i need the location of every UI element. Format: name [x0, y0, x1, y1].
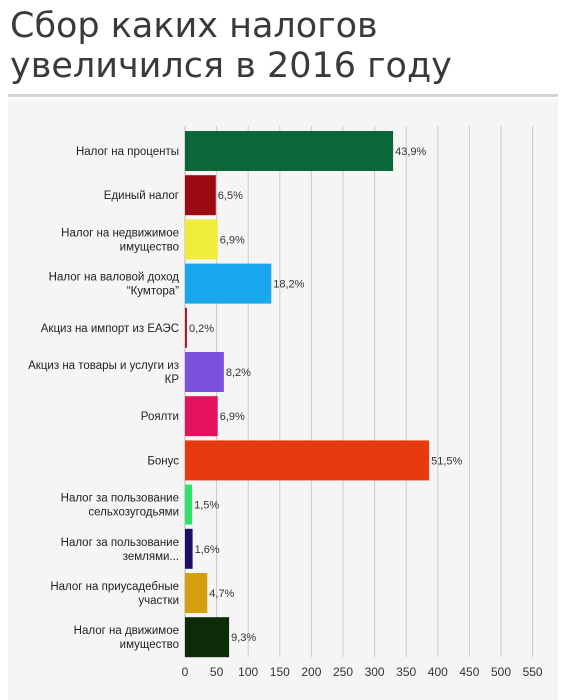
category-label: Налог на приусадебные [50, 581, 179, 593]
data-label: 1,6% [195, 544, 220, 556]
category-label: Налог на валовой доход [49, 272, 180, 284]
data-label: 8,2% [226, 367, 251, 379]
bar [185, 484, 193, 525]
category-label: сельхозугодьями [88, 507, 179, 519]
category-label: имущество [120, 639, 179, 651]
category-label: Акциз на товары и услуги из [28, 360, 179, 372]
x-tick-label: 50 [210, 665, 224, 679]
category-label: Акциз на импорт из ЕАЭС [41, 323, 179, 335]
bar [185, 263, 272, 304]
x-tick-label: 200 [301, 665, 321, 679]
x-tick-label: 250 [333, 665, 353, 679]
category-label: Роялти [141, 411, 179, 423]
category-label: участки [138, 595, 179, 607]
data-label: 1,5% [194, 500, 219, 512]
bar [185, 219, 218, 260]
chart-panel: 0 50 100 150 200 250 300 350 400 450 500 550 Налог н… [8, 99, 558, 700]
bar [185, 131, 394, 171]
category-label: имущество [120, 241, 179, 253]
category-label: Налог за пользование [61, 537, 179, 549]
data-label: 51,5% [431, 455, 462, 467]
bar [185, 617, 230, 658]
category-label: Единый налог [104, 190, 179, 202]
x-tick-label: 0 [182, 665, 189, 679]
data-label: 6,5% [218, 190, 243, 202]
data-label: 43,9% [395, 146, 426, 158]
bar [185, 307, 187, 348]
bar [185, 396, 218, 437]
category-label: Налог за пользование [61, 493, 179, 505]
bar [185, 352, 224, 392]
header: Сбор каких налогов увеличился в 2016 год… [0, 0, 564, 97]
data-label: 9,3% [231, 632, 256, 644]
data-label: 6,9% [220, 234, 245, 246]
bar-chart: 0 50 100 150 200 250 300 350 400 450 500 550 Налог н… [28, 126, 543, 679]
category-label: землями... [123, 551, 179, 563]
data-label: 4,7% [209, 588, 234, 600]
x-tick-label: 300 [365, 665, 385, 679]
x-tick-label: 400 [428, 665, 448, 679]
x-tick-label: 350 [396, 665, 416, 679]
category-label: Налог на проценты [76, 146, 179, 158]
bar [185, 175, 216, 216]
title-divider [8, 94, 558, 97]
x-tick-label: 450 [459, 665, 479, 679]
data-label: 18,2% [273, 279, 304, 291]
category-label: Бонус [147, 455, 179, 467]
x-tick-label: 150 [270, 665, 290, 679]
bar [185, 440, 430, 481]
category-label: “Кумтора” [127, 286, 179, 298]
x-tick-label: 550 [523, 665, 543, 679]
x-tick-label: 500 [491, 665, 511, 679]
category-label: КР [165, 374, 180, 386]
bar [185, 573, 208, 613]
bar [185, 528, 193, 569]
data-label: 0,2% [189, 323, 214, 335]
category-label: Налог на недвижимое [61, 227, 179, 239]
page-title: Сбор каких налогов увеличился в 2016 год… [10, 6, 452, 86]
x-tick-label: 100 [238, 665, 258, 679]
data-label: 6,9% [220, 411, 245, 423]
category-label: Налог на движимое [74, 625, 179, 637]
